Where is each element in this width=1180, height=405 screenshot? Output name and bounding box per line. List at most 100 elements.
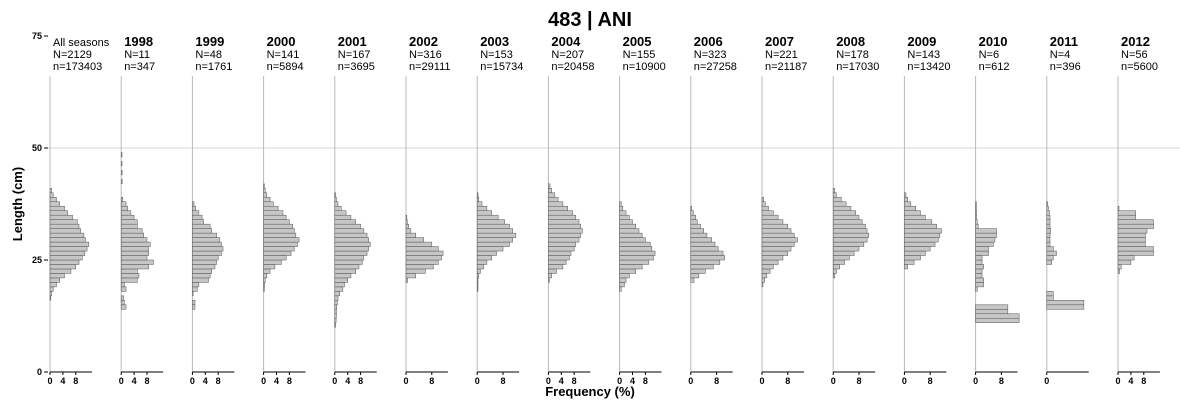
histogram-bar — [904, 246, 931, 252]
panel-title: 2000 — [267, 34, 296, 49]
histogram-bar — [49, 232, 85, 238]
histogram-bar — [1117, 259, 1132, 265]
histogram-bar — [49, 228, 81, 234]
histogram-bar — [548, 197, 559, 203]
histogram-bar — [334, 286, 344, 292]
histogram-bar — [619, 223, 636, 229]
panel-n-count: n=10900 — [623, 61, 666, 73]
histogram-bar — [263, 273, 268, 279]
histogram-bar — [975, 232, 997, 238]
panel-n-count: n=21187 — [765, 61, 807, 73]
x-tick-label: 0 — [759, 376, 764, 386]
histogram-bar — [1046, 228, 1051, 234]
histogram-bar — [975, 201, 977, 207]
histogram-bar — [334, 232, 368, 238]
panel-n-count: n=17030 — [836, 61, 879, 73]
y-tick-label: 75 — [32, 31, 42, 41]
histogram-bar — [476, 250, 497, 256]
histogram-bar — [192, 259, 217, 265]
histogram-bar — [1117, 205, 1120, 211]
histogram-bar — [619, 205, 624, 211]
histogram-bar — [334, 268, 357, 274]
histogram-bar — [49, 237, 86, 243]
histogram-bar — [192, 255, 219, 261]
histogram-bar — [192, 237, 221, 243]
histogram-bar — [832, 259, 845, 265]
x-tick-label: 0 — [332, 376, 337, 386]
histogram-bar — [334, 210, 347, 216]
histogram-bar — [690, 255, 725, 261]
histogram-bar — [120, 161, 123, 167]
histogram-bar — [1117, 210, 1136, 216]
panel-title: 2010 — [979, 34, 1008, 49]
histogram-bar — [548, 183, 551, 189]
histogram-bar — [690, 214, 696, 220]
x-tick-label: 0 — [475, 376, 480, 386]
histogram-bar — [832, 268, 837, 274]
x-tick-label: 0 — [403, 376, 408, 386]
histogram-bar — [49, 286, 54, 292]
x-tick-label: 0 — [261, 376, 266, 386]
histogram-bar — [832, 201, 847, 207]
histogram-bar — [975, 304, 1009, 310]
histogram-bar — [1046, 205, 1049, 211]
panel-title: 2002 — [409, 34, 438, 49]
histogram-bar — [619, 201, 622, 207]
histogram-bar — [1046, 219, 1051, 225]
histogram-bar — [192, 300, 196, 306]
histogram-bar — [49, 205, 65, 211]
histogram-bar — [192, 228, 212, 234]
histogram-bar — [832, 264, 840, 270]
histogram-bar — [904, 241, 936, 247]
histogram-bar — [263, 255, 287, 261]
panel-n-count: n=612 — [979, 61, 1010, 73]
histogram-bar — [120, 300, 125, 306]
histogram-bar — [548, 205, 568, 211]
histogram-bar — [619, 237, 646, 243]
histogram-bar — [761, 246, 792, 252]
histogram-bar — [975, 268, 983, 274]
histogram-bar — [1046, 232, 1051, 238]
panel-title: 2011 — [1050, 34, 1078, 49]
panel-n-count: n=20458 — [551, 61, 594, 73]
histogram-bar — [120, 205, 128, 211]
histogram-bar — [120, 179, 123, 185]
histogram-bar — [49, 188, 52, 194]
histogram-bar — [548, 246, 575, 252]
histogram-bar — [334, 197, 337, 203]
histogram-bar — [832, 205, 852, 211]
histogram-bar — [334, 322, 337, 328]
x-tick-label: 8 — [856, 376, 861, 386]
x-tick-label: 8 — [572, 376, 577, 386]
panel-title: 2003 — [480, 34, 509, 49]
histogram-bar — [405, 246, 439, 252]
histogram-bar — [975, 286, 978, 292]
histogram-bar — [975, 210, 977, 216]
histogram-bar — [334, 241, 371, 247]
histogram-bar — [690, 237, 713, 243]
x-tick-label: 0 — [47, 376, 52, 386]
panel-N-count: N=153 — [480, 49, 513, 61]
histogram-bar — [120, 241, 151, 247]
panel-n-count: n=396 — [1050, 61, 1081, 73]
histogram-bar — [1046, 259, 1052, 265]
histogram-bar — [49, 273, 65, 279]
histogram-bar — [405, 259, 439, 265]
x-tick-label: 0 — [546, 376, 551, 386]
histogram-bar — [1117, 232, 1146, 238]
x-tick-label: 0 — [1044, 376, 1049, 386]
histogram-bar — [1046, 300, 1085, 306]
histogram-bar — [476, 264, 484, 270]
x-tick-label: 8 — [643, 376, 648, 386]
histogram-bar — [334, 282, 345, 288]
histogram-bar — [548, 210, 573, 216]
histogram-bar — [192, 214, 203, 220]
panel-N-count: N=316 — [409, 49, 442, 61]
histogram-bar — [405, 273, 416, 279]
histogram-bar — [548, 264, 564, 270]
histogram-bar — [904, 192, 907, 198]
histogram-bar — [975, 317, 1020, 323]
histogram-bar — [476, 197, 480, 203]
histogram-bar — [263, 205, 279, 211]
